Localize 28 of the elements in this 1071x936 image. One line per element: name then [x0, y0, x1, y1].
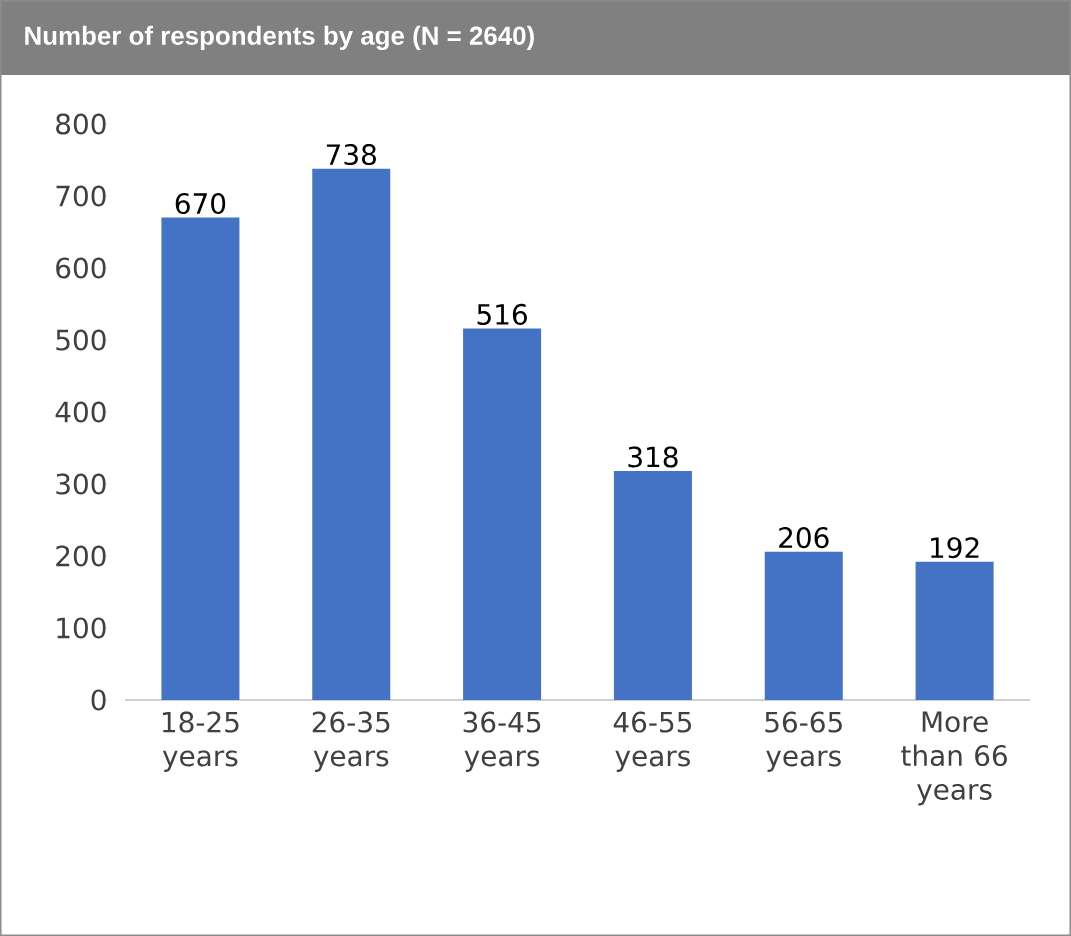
y-tick-label: 0 [91, 689, 106, 711]
y-tick-label: 600 [56, 257, 106, 279]
data-label: 192 [931, 537, 979, 559]
x-tick-label: 36-45 years [463, 711, 541, 772]
bar [915, 561, 994, 700]
x-tick-label: More than 66 years [901, 711, 1007, 806]
bar [312, 168, 391, 700]
y-tick-label: 100 [57, 617, 106, 639]
bar [463, 328, 542, 700]
y-tick-label: 700 [56, 185, 106, 207]
y-tick-label: 800 [56, 113, 106, 135]
x-tick-label: 46-55 years [613, 711, 691, 772]
data-label: 738 [326, 144, 376, 166]
y-tick-label: 300 [56, 473, 106, 495]
data-label: 516 [477, 303, 527, 325]
chart-title: Number of respondents by age (N = 2640) [25, 25, 534, 51]
y-tick-label: 500 [56, 329, 106, 351]
y-tick-label: 200 [56, 545, 106, 567]
data-label: 670 [175, 192, 226, 215]
x-tick-label: 56-65 years [765, 711, 842, 772]
x-tick-label: 26-35 years [312, 711, 390, 772]
y-tick-label: 400 [55, 401, 106, 423]
bar [764, 551, 843, 700]
data-label: 206 [779, 527, 829, 549]
bar [613, 471, 692, 700]
bar [161, 217, 240, 700]
x-tick-label: 18-25 years [162, 711, 239, 772]
data-label: 318 [628, 446, 678, 468]
